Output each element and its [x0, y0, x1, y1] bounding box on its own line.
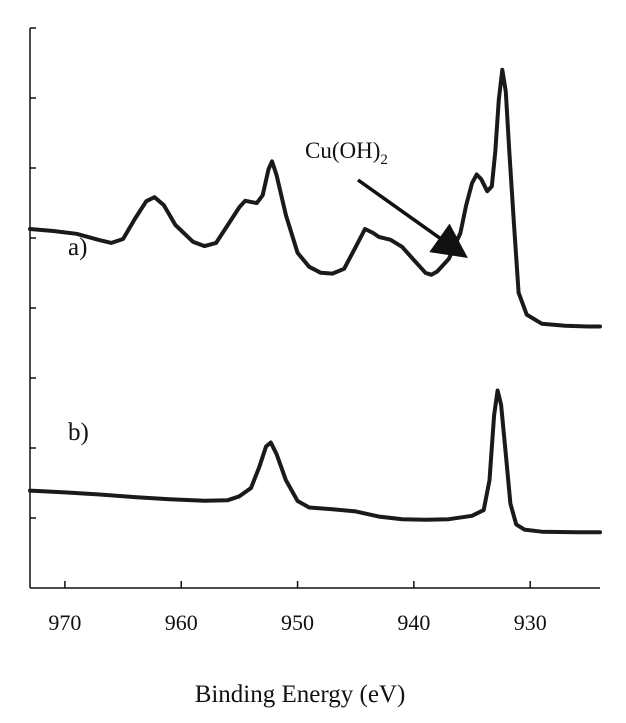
x-tick-label: 970 — [48, 610, 81, 635]
x-tick-label: 950 — [281, 610, 314, 635]
x-tick-label: 930 — [514, 610, 547, 635]
annotation-text: Cu(OH) — [305, 138, 380, 163]
x-axis-title: Binding Energy (eV) — [195, 681, 406, 708]
y-axis — [29, 27, 36, 588]
annotation-subscript: 2 — [380, 152, 388, 168]
series-line-a — [28, 67, 602, 329]
series-group: a) b) — [28, 67, 602, 535]
x-tick-label: 960 — [165, 610, 198, 635]
series-label-a: a) — [68, 234, 87, 261]
annotation-label: Cu(OH)2 — [305, 138, 388, 168]
annotation-arrow — [356, 178, 468, 259]
x-axis: 970 960 950 940 930 — [30, 581, 600, 635]
series-line-b — [28, 388, 602, 535]
series-label-b: b) — [68, 419, 89, 446]
x-tick-label: 940 — [397, 610, 430, 635]
annotation-group: Cu(OH)2 — [305, 138, 468, 259]
